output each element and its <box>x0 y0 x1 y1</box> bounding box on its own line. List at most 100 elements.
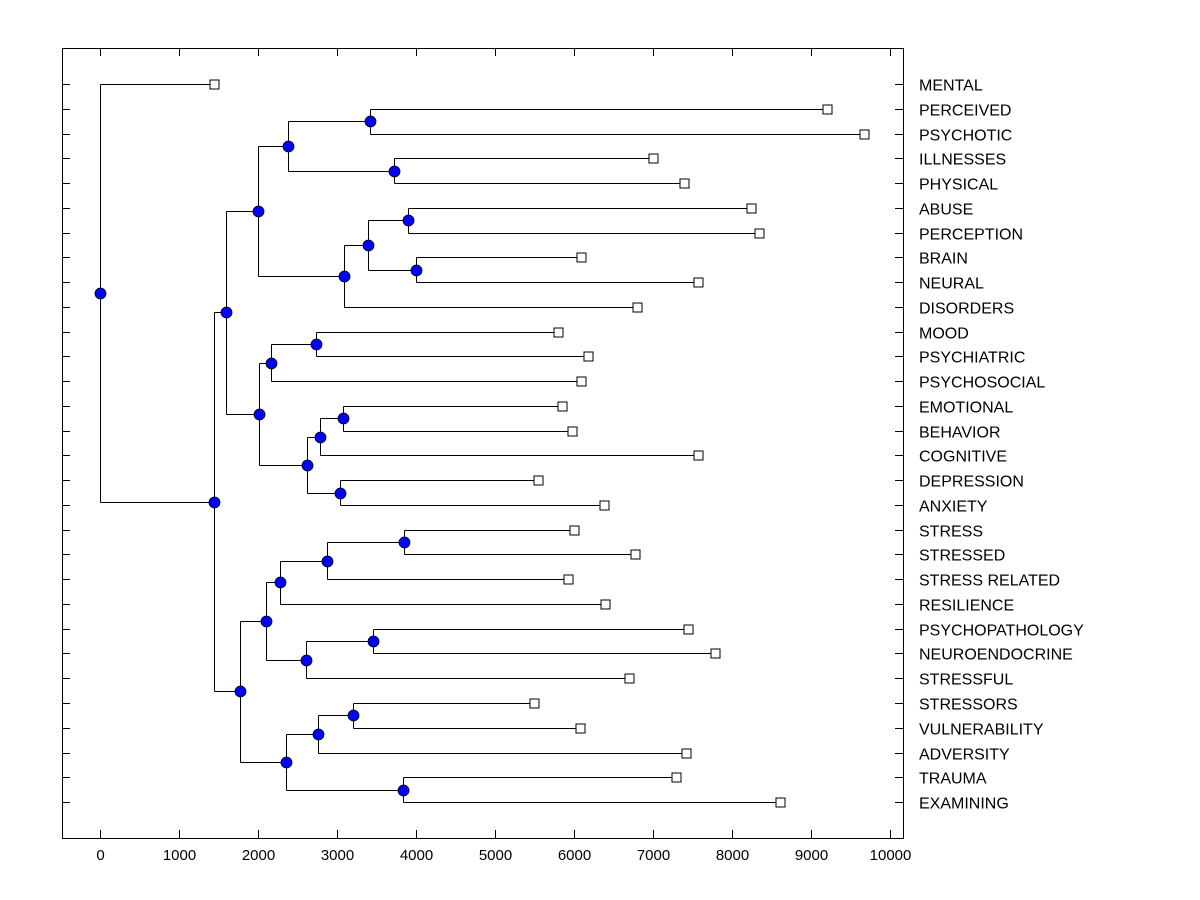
leaf-marker-mood <box>553 327 564 338</box>
plot-frame <box>62 48 904 839</box>
leaf-label: BRAIN <box>919 251 968 268</box>
merge-node <box>362 239 375 252</box>
merge-node <box>314 431 327 444</box>
leaf-marker-emotional <box>557 401 568 412</box>
merge-node <box>220 306 233 319</box>
merge-node <box>252 205 265 218</box>
leaf-marker-psychotic <box>859 129 870 140</box>
leaf-marker-cognitive <box>693 450 704 461</box>
merge-node <box>388 165 401 178</box>
leaf-marker-anxiety <box>599 500 610 511</box>
leaf-label: ILLNESSES <box>919 152 1006 169</box>
leaf-label: PERCEIVED <box>919 103 1011 120</box>
leaf-label: PSYCHOTIC <box>919 128 1012 145</box>
leaf-label: TRAUMA <box>919 771 987 788</box>
leaf-label: RESILIENCE <box>919 598 1014 615</box>
merge-node <box>338 270 351 283</box>
x-tick-label: 2000 <box>242 847 275 864</box>
leaf-label: STRESS <box>919 524 983 541</box>
leaf-label: COGNITIVE <box>919 449 1007 466</box>
leaf-marker-adversity <box>681 748 692 759</box>
x-tick-label: 6000 <box>558 847 591 864</box>
merge-node <box>94 287 107 300</box>
leaf-marker-psychiatric <box>583 351 594 362</box>
leaf-marker-brain <box>576 252 587 263</box>
merge-node <box>321 555 334 568</box>
merge-node <box>347 709 360 722</box>
leaf-marker-abuse <box>746 203 757 214</box>
leaf-marker-resilience <box>600 599 611 610</box>
leaf-marker-psychosocial <box>576 376 587 387</box>
leaf-marker-examining <box>775 797 786 808</box>
leaf-marker-psychopathology <box>683 624 694 635</box>
x-tick-label: 5000 <box>479 847 512 864</box>
x-tick-label: 0 <box>96 847 104 864</box>
merge-node <box>397 784 410 797</box>
leaf-label: STRESS RELATED <box>919 573 1060 590</box>
merge-node <box>300 654 313 667</box>
leaf-marker-trauma <box>671 772 682 783</box>
leaf-label: DISORDERS <box>919 301 1014 318</box>
merge-node <box>364 115 377 128</box>
leaf-marker-stress-related <box>563 574 574 585</box>
leaf-label: BEHAVIOR <box>919 425 1001 442</box>
merge-node <box>310 338 323 351</box>
x-tick-label: 7000 <box>637 847 670 864</box>
leaf-label: DEPRESSION <box>919 474 1024 491</box>
merge-node <box>208 496 221 509</box>
leaf-label: EMOTIONAL <box>919 400 1013 417</box>
leaf-marker-behavior <box>567 426 578 437</box>
merge-node <box>312 728 325 741</box>
merge-node <box>274 576 287 589</box>
leaf-label: PHYSICAL <box>919 177 998 194</box>
leaf-marker-physical <box>679 178 690 189</box>
leaf-label: NEUROENDOCRINE <box>919 647 1073 664</box>
merge-node <box>253 408 266 421</box>
leaf-marker-perception <box>754 228 765 239</box>
leaf-label: NEURAL <box>919 276 984 293</box>
merge-node <box>280 756 293 769</box>
x-tick-label: 9000 <box>795 847 828 864</box>
leaf-marker-stressful <box>624 673 635 684</box>
leaf-label: PSYCHOPATHOLOGY <box>919 623 1084 640</box>
leaf-marker-vulnerability <box>575 723 586 734</box>
merge-node <box>265 357 278 370</box>
leaf-label: PSYCHIATRIC <box>919 350 1025 367</box>
leaf-marker-stressed <box>630 549 641 560</box>
leaf-label: PSYCHOSOCIAL <box>919 375 1045 392</box>
leaf-label: STRESSORS <box>919 697 1018 714</box>
leaf-label: STRESSFUL <box>919 672 1013 689</box>
leaf-marker-neural <box>693 277 704 288</box>
leaf-marker-stressors <box>529 698 540 709</box>
leaf-label: MOOD <box>919 326 969 343</box>
merge-node <box>398 536 411 549</box>
leaf-marker-neuroendocrine <box>710 648 721 659</box>
leaf-marker-illnesses <box>648 153 659 164</box>
leaf-marker-disorders <box>632 302 643 313</box>
leaf-marker-stress <box>569 525 580 536</box>
x-tick-label: 4000 <box>400 847 433 864</box>
leaf-label: ANXIETY <box>919 499 988 516</box>
leaf-label: MENTAL <box>919 78 983 95</box>
leaf-marker-mental <box>209 79 220 90</box>
leaf-label: VULNERABILITY <box>919 722 1044 739</box>
leaf-label: PERCEPTION <box>919 227 1023 244</box>
merge-node <box>334 487 347 500</box>
merge-node <box>410 264 423 277</box>
x-tick-label: 3000 <box>321 847 354 864</box>
merge-node <box>402 214 415 227</box>
x-tick-label: 10000 <box>870 847 912 864</box>
leaf-marker-perceived <box>822 104 833 115</box>
x-tick-label: 1000 <box>163 847 196 864</box>
leaf-label: EXAMINING <box>919 796 1009 813</box>
merge-node <box>234 685 247 698</box>
merge-node <box>367 635 380 648</box>
merge-node <box>337 412 350 425</box>
leaf-label: ADVERSITY <box>919 747 1010 764</box>
merge-node <box>282 140 295 153</box>
leaf-marker-depression <box>533 475 544 486</box>
x-tick-label: 8000 <box>716 847 749 864</box>
merge-node <box>260 615 273 628</box>
leaf-label: ABUSE <box>919 202 973 219</box>
